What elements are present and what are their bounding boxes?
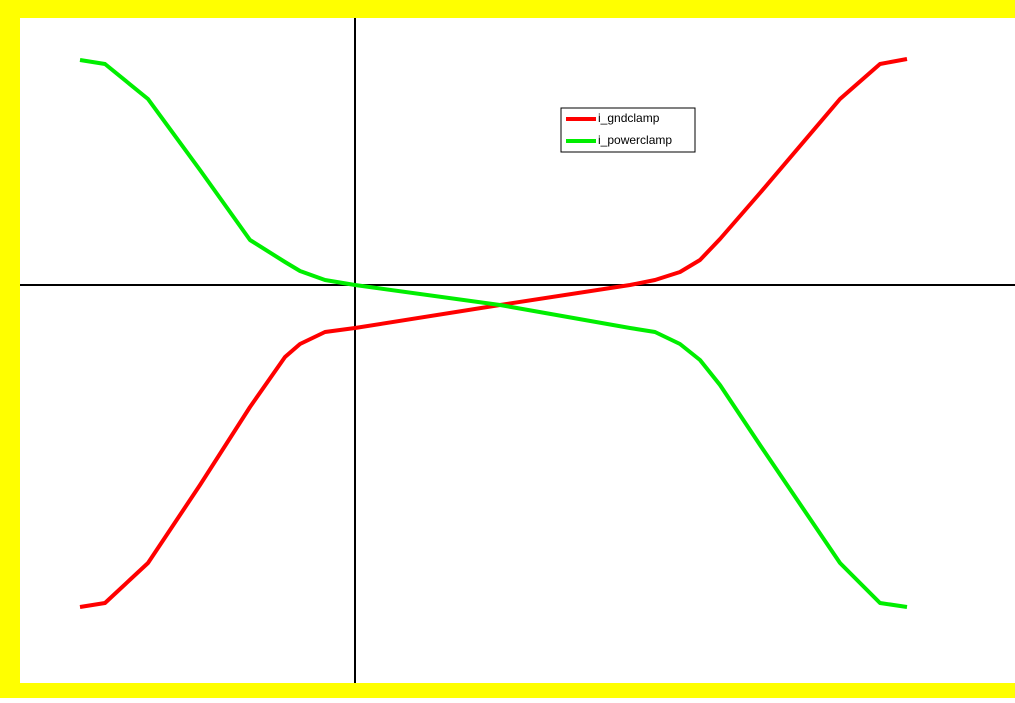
legend-label: i_powerclamp xyxy=(598,133,672,147)
legend-label: i_gndclamp xyxy=(598,111,660,125)
series-line xyxy=(79,58,908,609)
legend-box xyxy=(560,107,696,153)
plot-area xyxy=(20,18,1015,683)
